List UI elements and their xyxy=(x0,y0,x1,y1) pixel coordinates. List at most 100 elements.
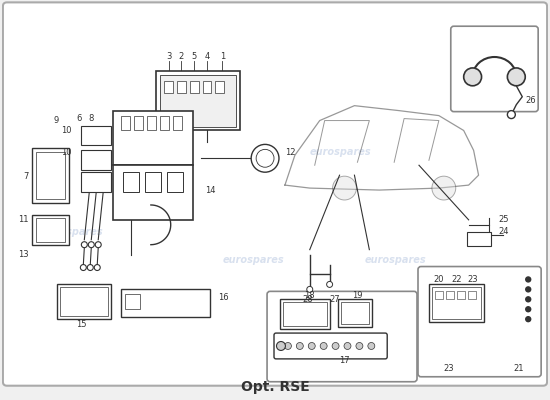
Bar xyxy=(338,299,372,327)
Circle shape xyxy=(368,342,375,350)
Bar xyxy=(167,172,183,192)
Bar xyxy=(59,287,108,316)
Bar xyxy=(446,291,454,299)
Text: eurospares: eurospares xyxy=(364,254,426,264)
Bar xyxy=(147,116,156,130)
Bar xyxy=(81,126,111,145)
Text: 10: 10 xyxy=(61,126,72,135)
Bar xyxy=(432,287,481,319)
Text: 23: 23 xyxy=(468,275,478,284)
Bar xyxy=(340,302,370,324)
Circle shape xyxy=(320,342,327,350)
Bar xyxy=(177,81,186,93)
Text: 28: 28 xyxy=(302,295,313,304)
Text: 11: 11 xyxy=(18,215,29,224)
Text: 3: 3 xyxy=(166,52,172,60)
Text: 20: 20 xyxy=(433,275,444,284)
Bar xyxy=(216,81,224,93)
Bar xyxy=(466,232,492,246)
Bar xyxy=(113,165,192,220)
Bar xyxy=(283,302,327,326)
Text: 23: 23 xyxy=(443,364,454,373)
Bar xyxy=(190,81,199,93)
Text: 2: 2 xyxy=(178,52,183,60)
Circle shape xyxy=(256,149,274,167)
Circle shape xyxy=(307,286,313,292)
Bar xyxy=(81,172,111,192)
Bar xyxy=(456,291,465,299)
Circle shape xyxy=(327,282,333,287)
Circle shape xyxy=(94,264,100,270)
Text: eurospares: eurospares xyxy=(222,254,284,264)
FancyBboxPatch shape xyxy=(274,333,387,359)
Circle shape xyxy=(95,242,101,248)
Bar xyxy=(81,150,111,170)
Bar xyxy=(145,172,161,192)
Circle shape xyxy=(344,342,351,350)
Circle shape xyxy=(526,277,531,282)
Circle shape xyxy=(464,68,482,86)
FancyBboxPatch shape xyxy=(267,291,417,382)
Circle shape xyxy=(332,342,339,350)
Bar xyxy=(36,152,65,199)
Bar xyxy=(202,81,211,93)
Text: 26: 26 xyxy=(525,96,536,105)
Text: 18: 18 xyxy=(305,291,315,300)
Bar xyxy=(121,289,211,317)
Circle shape xyxy=(507,111,515,118)
Text: 22: 22 xyxy=(452,275,462,284)
Text: 5: 5 xyxy=(191,52,196,60)
Text: 21: 21 xyxy=(513,364,524,373)
Circle shape xyxy=(526,307,531,312)
Circle shape xyxy=(507,68,525,86)
Bar xyxy=(160,75,236,126)
FancyBboxPatch shape xyxy=(418,266,541,377)
Bar xyxy=(32,215,69,245)
Text: 13: 13 xyxy=(18,250,29,259)
Text: 17: 17 xyxy=(339,356,350,365)
Text: 27: 27 xyxy=(329,295,340,304)
Circle shape xyxy=(526,317,531,322)
Text: 9: 9 xyxy=(54,116,59,125)
Text: eurospares: eurospares xyxy=(42,227,104,237)
Circle shape xyxy=(333,176,356,200)
Circle shape xyxy=(526,297,531,302)
Text: 25: 25 xyxy=(498,215,509,224)
FancyBboxPatch shape xyxy=(3,2,547,386)
Text: 12: 12 xyxy=(285,148,295,157)
Text: 4: 4 xyxy=(205,52,210,60)
Text: 10: 10 xyxy=(61,148,72,157)
Circle shape xyxy=(80,264,86,270)
Text: 8: 8 xyxy=(89,114,94,123)
Circle shape xyxy=(89,242,94,248)
Text: 24: 24 xyxy=(498,227,509,236)
Bar xyxy=(123,172,139,192)
Bar xyxy=(134,116,143,130)
Text: eurospares: eurospares xyxy=(310,147,371,157)
Bar xyxy=(156,71,240,130)
Bar xyxy=(160,116,169,130)
Text: 1: 1 xyxy=(220,52,225,60)
Circle shape xyxy=(251,144,279,172)
FancyBboxPatch shape xyxy=(451,26,538,112)
Bar xyxy=(113,111,192,165)
Circle shape xyxy=(87,264,94,270)
Bar xyxy=(164,81,173,93)
Bar xyxy=(280,299,329,329)
Text: 7: 7 xyxy=(23,172,29,181)
Bar xyxy=(125,294,140,309)
Circle shape xyxy=(296,342,303,350)
Text: 6: 6 xyxy=(76,114,82,123)
Text: 14: 14 xyxy=(206,186,216,194)
Circle shape xyxy=(277,342,285,350)
Bar xyxy=(57,284,111,319)
Circle shape xyxy=(308,342,315,350)
Circle shape xyxy=(356,342,363,350)
Circle shape xyxy=(284,342,292,350)
Bar xyxy=(468,291,476,299)
Bar xyxy=(429,284,483,322)
Text: 16: 16 xyxy=(218,293,229,302)
Text: 15: 15 xyxy=(76,320,86,329)
Bar xyxy=(32,148,69,203)
Text: 19: 19 xyxy=(352,291,362,300)
